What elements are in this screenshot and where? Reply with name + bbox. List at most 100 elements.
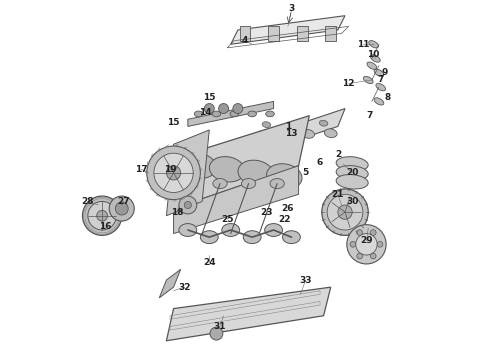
Polygon shape	[188, 102, 273, 126]
Text: 24: 24	[203, 258, 216, 267]
Text: 3: 3	[288, 4, 294, 13]
Text: 1: 1	[285, 122, 291, 131]
Ellipse shape	[291, 121, 299, 127]
Text: 7: 7	[367, 111, 373, 120]
Circle shape	[350, 242, 356, 247]
Ellipse shape	[248, 111, 256, 117]
Polygon shape	[268, 26, 279, 41]
Polygon shape	[252, 109, 345, 155]
Text: 32: 32	[178, 283, 191, 292]
Ellipse shape	[367, 62, 377, 69]
Text: 9: 9	[381, 68, 388, 77]
Polygon shape	[297, 26, 308, 41]
Ellipse shape	[230, 111, 239, 117]
Text: 16: 16	[99, 222, 112, 231]
Text: 4: 4	[242, 36, 248, 45]
Text: 20: 20	[346, 168, 358, 177]
Circle shape	[82, 196, 122, 235]
Text: 6: 6	[317, 158, 323, 167]
Ellipse shape	[279, 130, 292, 139]
Text: 7: 7	[378, 76, 384, 85]
Ellipse shape	[324, 129, 337, 138]
Circle shape	[109, 196, 134, 221]
Text: 5: 5	[303, 168, 309, 177]
Ellipse shape	[336, 175, 368, 189]
Polygon shape	[240, 26, 250, 41]
Circle shape	[167, 166, 181, 180]
Text: 11: 11	[357, 40, 369, 49]
Text: 2: 2	[335, 150, 341, 159]
Circle shape	[210, 327, 223, 340]
Text: 19: 19	[164, 165, 176, 174]
Ellipse shape	[374, 98, 384, 105]
Circle shape	[347, 225, 386, 264]
Ellipse shape	[369, 41, 378, 48]
Ellipse shape	[181, 153, 216, 179]
Ellipse shape	[209, 157, 245, 182]
Text: 26: 26	[282, 204, 294, 213]
Circle shape	[338, 205, 352, 219]
Circle shape	[377, 242, 383, 247]
Circle shape	[154, 153, 193, 193]
Circle shape	[115, 202, 128, 215]
Ellipse shape	[243, 231, 261, 244]
Ellipse shape	[222, 224, 240, 237]
Text: 28: 28	[81, 197, 94, 206]
Circle shape	[184, 202, 192, 208]
Text: 15: 15	[203, 93, 216, 102]
Ellipse shape	[283, 231, 300, 244]
Text: 17: 17	[135, 165, 147, 174]
Circle shape	[88, 202, 117, 230]
Polygon shape	[167, 287, 331, 341]
Ellipse shape	[267, 164, 302, 189]
Ellipse shape	[270, 179, 284, 189]
Circle shape	[147, 146, 200, 200]
Text: 14: 14	[199, 108, 212, 117]
Ellipse shape	[200, 231, 218, 244]
Ellipse shape	[376, 84, 386, 91]
Ellipse shape	[364, 76, 373, 84]
Ellipse shape	[374, 69, 384, 76]
Text: 12: 12	[343, 79, 355, 88]
Ellipse shape	[336, 166, 368, 180]
Ellipse shape	[370, 55, 380, 62]
Polygon shape	[159, 269, 181, 298]
Text: 33: 33	[299, 275, 312, 284]
Circle shape	[204, 104, 214, 113]
Text: 18: 18	[171, 208, 183, 217]
Circle shape	[370, 230, 376, 235]
Text: 27: 27	[117, 197, 130, 206]
Circle shape	[357, 253, 363, 259]
Circle shape	[97, 210, 107, 221]
Text: 13: 13	[285, 129, 298, 138]
Ellipse shape	[265, 224, 283, 237]
Circle shape	[357, 230, 363, 235]
Circle shape	[370, 253, 376, 259]
Text: 10: 10	[368, 50, 380, 59]
Ellipse shape	[213, 179, 227, 189]
Text: 22: 22	[278, 215, 291, 224]
Circle shape	[322, 189, 368, 235]
Circle shape	[219, 104, 228, 113]
Ellipse shape	[266, 111, 274, 117]
Text: 25: 25	[221, 215, 233, 224]
Text: 30: 30	[346, 197, 358, 206]
Ellipse shape	[194, 111, 203, 117]
Ellipse shape	[319, 120, 328, 126]
Polygon shape	[173, 166, 298, 234]
Ellipse shape	[302, 130, 315, 138]
Text: 8: 8	[385, 93, 391, 102]
Ellipse shape	[242, 179, 256, 189]
Circle shape	[327, 194, 363, 230]
Text: 31: 31	[214, 322, 226, 331]
Text: 23: 23	[260, 208, 272, 217]
Ellipse shape	[262, 122, 270, 127]
Circle shape	[233, 104, 243, 113]
Ellipse shape	[212, 111, 220, 117]
Ellipse shape	[179, 224, 197, 237]
Circle shape	[356, 234, 377, 255]
Polygon shape	[231, 16, 345, 44]
Ellipse shape	[336, 157, 368, 171]
Polygon shape	[167, 130, 209, 216]
Polygon shape	[173, 116, 309, 208]
